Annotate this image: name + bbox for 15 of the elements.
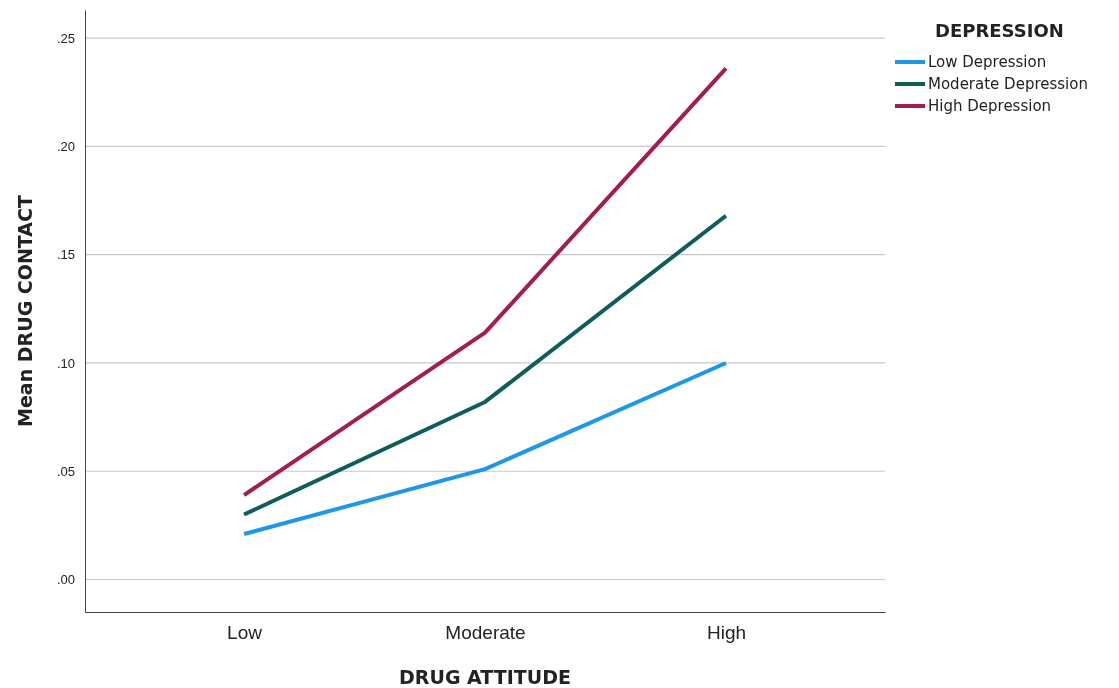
y-axis-title: Mean DRUG CONTACT [14,195,36,427]
y-tick-label: .25 [56,30,75,46]
x-tick-label: Moderate [445,622,526,644]
y-tick-label: .05 [56,463,75,479]
y-tick-label: .20 [56,139,75,155]
y-tick-label: .00 [56,572,75,588]
y-tick-label: .10 [56,355,75,371]
x-tick-label: Low [227,622,263,644]
legend-label: Moderate Depression [928,75,1088,93]
legend-label: Low Depression [928,53,1047,71]
y-tick-label: .15 [56,247,75,263]
legend-label: High Depression [928,97,1052,115]
x-tick-label: High [706,622,746,644]
x-axis-title: DRUG ATTITUDE [399,666,571,688]
legend-title: DEPRESSION [935,20,1064,41]
